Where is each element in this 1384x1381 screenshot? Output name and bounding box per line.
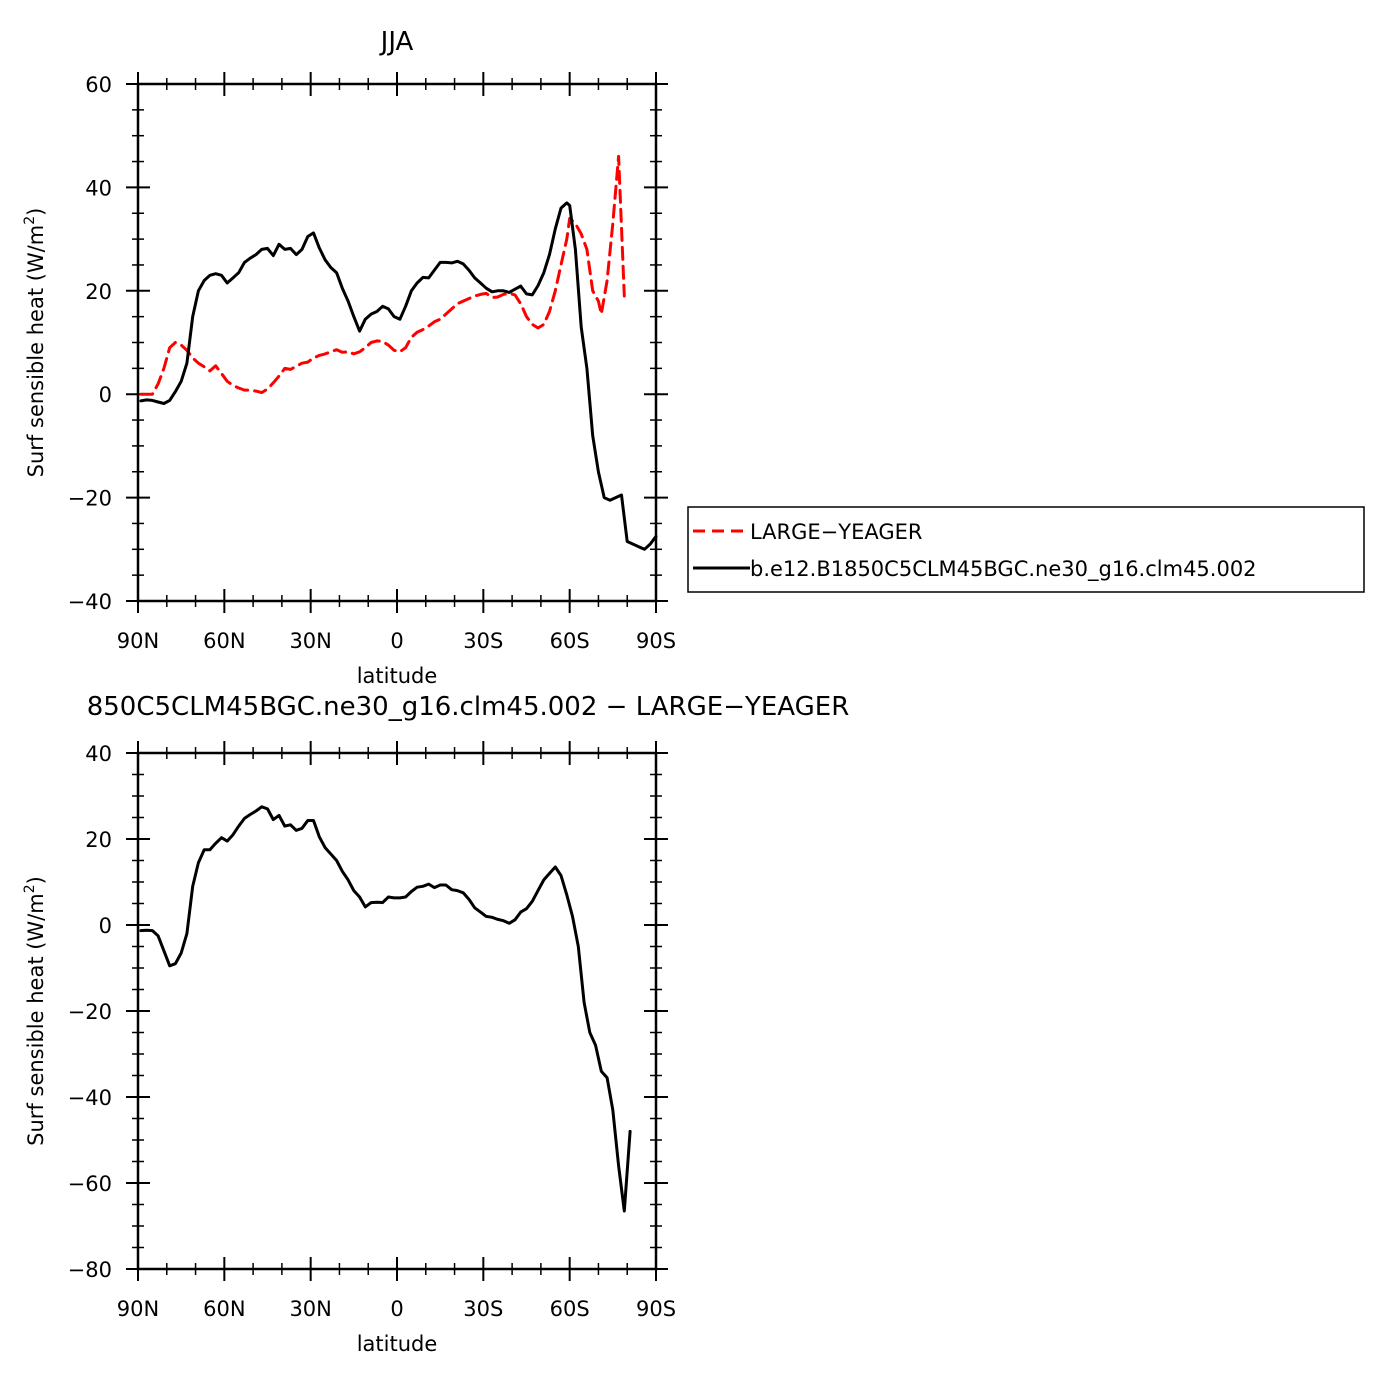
- x-tick-label: 90N: [117, 629, 159, 653]
- plot-frame: [136, 82, 658, 603]
- x-tick-label: 0: [390, 1297, 403, 1321]
- y-tick-label: −80: [68, 1258, 112, 1282]
- bottom-panel-difference: 850C5CLM45BGC.ne30_g16.clm45.002 − LARGE…: [22, 692, 849, 1356]
- x-tick-label: 0: [390, 629, 403, 653]
- plot-frame: [136, 751, 658, 1271]
- legend: LARGE−YEAGER b.e12.B1850C5CLM45BGC.ne30_g…: [687, 506, 1365, 593]
- top-panel-jja: JJA −40 −20 0 20 40 60 90N 60N 30N 0 30S 60S 90S latit…: [22, 27, 676, 688]
- series-line-1: [139, 201, 658, 551]
- y-tick-label: −20: [68, 1000, 112, 1024]
- series-line-0: [139, 805, 632, 1213]
- y-tick-label: −60: [68, 1172, 112, 1196]
- y-tick-label: 60: [85, 73, 112, 97]
- x-tick-label: 60N: [203, 629, 245, 653]
- x-tick-label: 60N: [203, 1297, 245, 1321]
- y-axis-title-close: ): [24, 876, 48, 884]
- y-tick-label: −40: [68, 1086, 112, 1110]
- y-axis-title: Surf sensible heat (W/m2): [22, 208, 48, 478]
- x-tick-label: 90S: [636, 629, 676, 653]
- y-tick-label: 0: [99, 914, 112, 938]
- series-line-0: [139, 154, 626, 396]
- y-axis-title: Surf sensible heat (W/m2): [22, 876, 48, 1146]
- legend-label-1: b.e12.B1850C5CLM45BGC.ne30_g16.clm45.002: [750, 557, 1257, 582]
- y-tick-label: 40: [85, 742, 112, 766]
- x-tick-label: 90S: [636, 1297, 676, 1321]
- y-axis-title-sup: 2: [22, 216, 38, 225]
- x-tick-label: 90N: [117, 1297, 159, 1321]
- y-tick-label: 0: [99, 383, 112, 407]
- y-tick-label: 40: [85, 176, 112, 200]
- y-axis-title-close: ): [24, 208, 48, 216]
- x-tick-label: 60S: [550, 1297, 590, 1321]
- plot-title: 850C5CLM45BGC.ne30_g16.clm45.002 − LARGE…: [87, 692, 850, 722]
- x-tick-label: 30N: [289, 1297, 331, 1321]
- y-tick-label: −40: [68, 590, 112, 614]
- y-tick-label: 20: [85, 828, 112, 852]
- y-axis-title-sup: 2: [22, 884, 38, 893]
- legend-label-0: LARGE−YEAGER: [750, 520, 923, 544]
- y-axis-title-main: Surf sensible heat (W/m: [24, 225, 48, 478]
- x-axis-title: latitude: [357, 664, 438, 688]
- plot-title: JJA: [379, 27, 414, 57]
- x-tick-label: 30S: [463, 629, 503, 653]
- y-tick-label: 20: [85, 280, 112, 304]
- y-tick-label: −20: [68, 487, 112, 511]
- x-tick-label: 60S: [550, 629, 590, 653]
- legend-box: [687, 506, 1365, 593]
- y-axis-title-main: Surf sensible heat (W/m: [24, 893, 48, 1146]
- x-tick-label: 30S: [463, 1297, 503, 1321]
- x-axis-title: latitude: [357, 1332, 438, 1356]
- x-tick-label: 30N: [289, 629, 331, 653]
